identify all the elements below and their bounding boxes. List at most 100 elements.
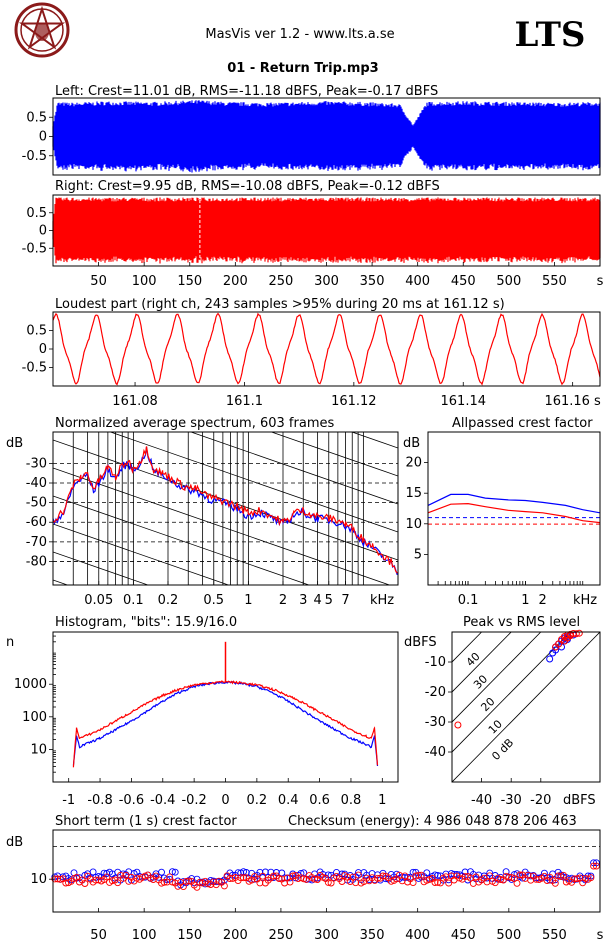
spectrum-slope-line <box>53 551 150 585</box>
left-channel-plot: 0.5 0 -0.5 <box>22 97 601 176</box>
histogram-xtick-label: 0.6 <box>309 793 330 808</box>
crest-xtick-label: 200 <box>223 928 248 943</box>
crest-point-1 <box>56 875 64 883</box>
spectrum-series-1 <box>53 446 398 574</box>
histogram-plot: 1000 100 10 -1 -0.8 -0.6 -0.4 -0.2 0 0.2 0.4 0.6 0.8… <box>14 631 399 808</box>
histogram-xtick-label: 0.8 <box>341 793 362 808</box>
crest-point-1 <box>286 878 294 886</box>
crest-point-1 <box>275 875 283 882</box>
right-xtick-label: s <box>597 274 604 289</box>
spectrum-xtick-label: 0.5 <box>203 593 224 608</box>
right-xtick-label: 550 <box>542 274 567 289</box>
loudest-xtick-label: 161.14 <box>441 394 487 409</box>
peak-rms-point-1 <box>575 629 583 637</box>
right-xtick-label: 400 <box>405 274 430 289</box>
peak-rms-point-0 <box>546 655 554 663</box>
crest-point-0 <box>171 868 179 876</box>
loudest-xtick-label: 161.1 <box>226 394 263 409</box>
left-waveform <box>52 100 601 173</box>
histogram-title: Histogram, "bits": 15.9/16.0 <box>55 615 237 630</box>
crest-xtick-label: 250 <box>269 928 294 943</box>
right-xtick-label: 200 <box>223 274 248 289</box>
crest-point-0 <box>158 868 165 876</box>
right-ytick-label: -0.5 <box>22 241 47 256</box>
crest-point-1 <box>560 871 567 879</box>
histogram-ytick-label: 10 <box>30 742 47 757</box>
crest-point-1 <box>554 872 562 880</box>
allpass-xtick-label: 1 <box>521 593 529 608</box>
crest-point-1 <box>513 879 521 887</box>
peak-rms-point-1 <box>454 721 462 729</box>
histogram-xtick-label: -0.6 <box>119 793 144 808</box>
crest-point-0 <box>486 869 494 877</box>
peak-rms-diagonal <box>452 632 542 723</box>
spectrum-xtick-label: 3 <box>299 593 307 608</box>
histogram-xtick-label: -0.2 <box>181 793 206 808</box>
right-xtick-label: 450 <box>451 274 476 289</box>
crest-point-1 <box>497 876 505 883</box>
spectrum-plot: -30 -40 -50 -60 -70 -80 0.05 0.1 0.2 0.5 1 2 3 4 5 7 <box>26 431 399 608</box>
histogram-xtick-label: 0 <box>221 793 229 808</box>
allpass-series-1 <box>427 502 601 524</box>
crest-point-1 <box>592 862 600 870</box>
spectrum-xtick-label: 0.2 <box>158 593 179 608</box>
peak-rms-xtick-label: -20 <box>530 793 551 808</box>
histogram-xtick-label: -0.4 <box>150 793 175 808</box>
crest-point-1 <box>434 878 442 886</box>
crest-ylabel: dB <box>6 835 23 850</box>
crest-point-1 <box>354 871 362 879</box>
right-xtick-label: 150 <box>177 274 202 289</box>
histogram-series-0 <box>72 681 379 767</box>
crest-point-1 <box>431 879 439 886</box>
right-ytick-label: 0 <box>39 224 47 239</box>
crest-point-1 <box>587 874 595 882</box>
peak-rms-diagonal-label: 30 <box>471 672 490 691</box>
crest-point-0 <box>168 868 176 876</box>
spectrum-title: Normalized average spectrum, 603 frames <box>55 416 334 431</box>
right-title: Right: Crest=9.95 dB, RMS=-10.08 dBFS, P… <box>55 179 440 194</box>
crest-xtick-label: 450 <box>451 928 476 943</box>
spectrum-xtick-label: 4 <box>313 593 321 608</box>
peak-rms-diagonal-label: 20 <box>478 695 497 714</box>
crest-point-1 <box>220 882 228 890</box>
crest-xtick-label: 50 <box>90 928 107 943</box>
left-ytick-label: 0.5 <box>26 110 47 125</box>
spectrum-xtick-label: 7 <box>341 593 349 608</box>
right-ytick-label: 0.5 <box>26 206 47 221</box>
peak-rms-xlabel: dBFS <box>563 793 596 808</box>
peak-rms-diagonal <box>452 632 512 693</box>
crest-point-1 <box>324 878 332 886</box>
loudest-xtick-label: 161.12 <box>331 394 377 409</box>
peak-rms-frame <box>451 631 601 783</box>
peak-rms-ylabel: dBFS <box>404 635 437 650</box>
crest-point-1 <box>196 878 204 886</box>
right-xtick-label: 50 <box>90 274 107 289</box>
crest-point-1 <box>401 872 409 880</box>
crest-xtick-label: 150 <box>177 928 202 943</box>
histogram-ylabel: n <box>6 635 14 650</box>
left-ytick-label: -0.5 <box>22 149 47 164</box>
pentagram-logo <box>14 2 70 58</box>
spectrum-slope-line <box>53 523 230 585</box>
peak-rms-xtick-label: -40 <box>471 793 492 808</box>
peak-rms-ytick-label: -10 <box>425 655 446 670</box>
crest-xtick-label: 300 <box>314 928 339 943</box>
peak-rms-diagonal-label: 40 <box>464 650 483 669</box>
spectrum-ytick-label: -30 <box>26 456 47 471</box>
crest-point-1 <box>445 879 453 887</box>
crest-point-1 <box>338 878 346 885</box>
histogram-ytick-label: 1000 <box>14 677 47 692</box>
allpass-ytick-label: 20 <box>405 456 422 471</box>
loudest-part-plot: 0.5 0 -0.5 161.08 161.1 161.12 161.14 161.16 s <box>22 311 601 409</box>
left-ytick-label: 0 <box>39 130 47 145</box>
crest-point-1 <box>573 875 581 883</box>
spectrum-slope-line <box>270 432 398 477</box>
app-title: MasVis ver 1.2 - www.lts.a.se <box>205 27 394 42</box>
spectrum-grid <box>53 432 398 585</box>
peak-rms-xtick-label: -30 <box>501 793 522 808</box>
crest-point-1 <box>571 875 578 883</box>
spectrum-frame <box>52 431 399 586</box>
spectrum-xtick-label: 0.05 <box>84 593 113 608</box>
histogram-ytick-label: 100 <box>22 710 47 725</box>
